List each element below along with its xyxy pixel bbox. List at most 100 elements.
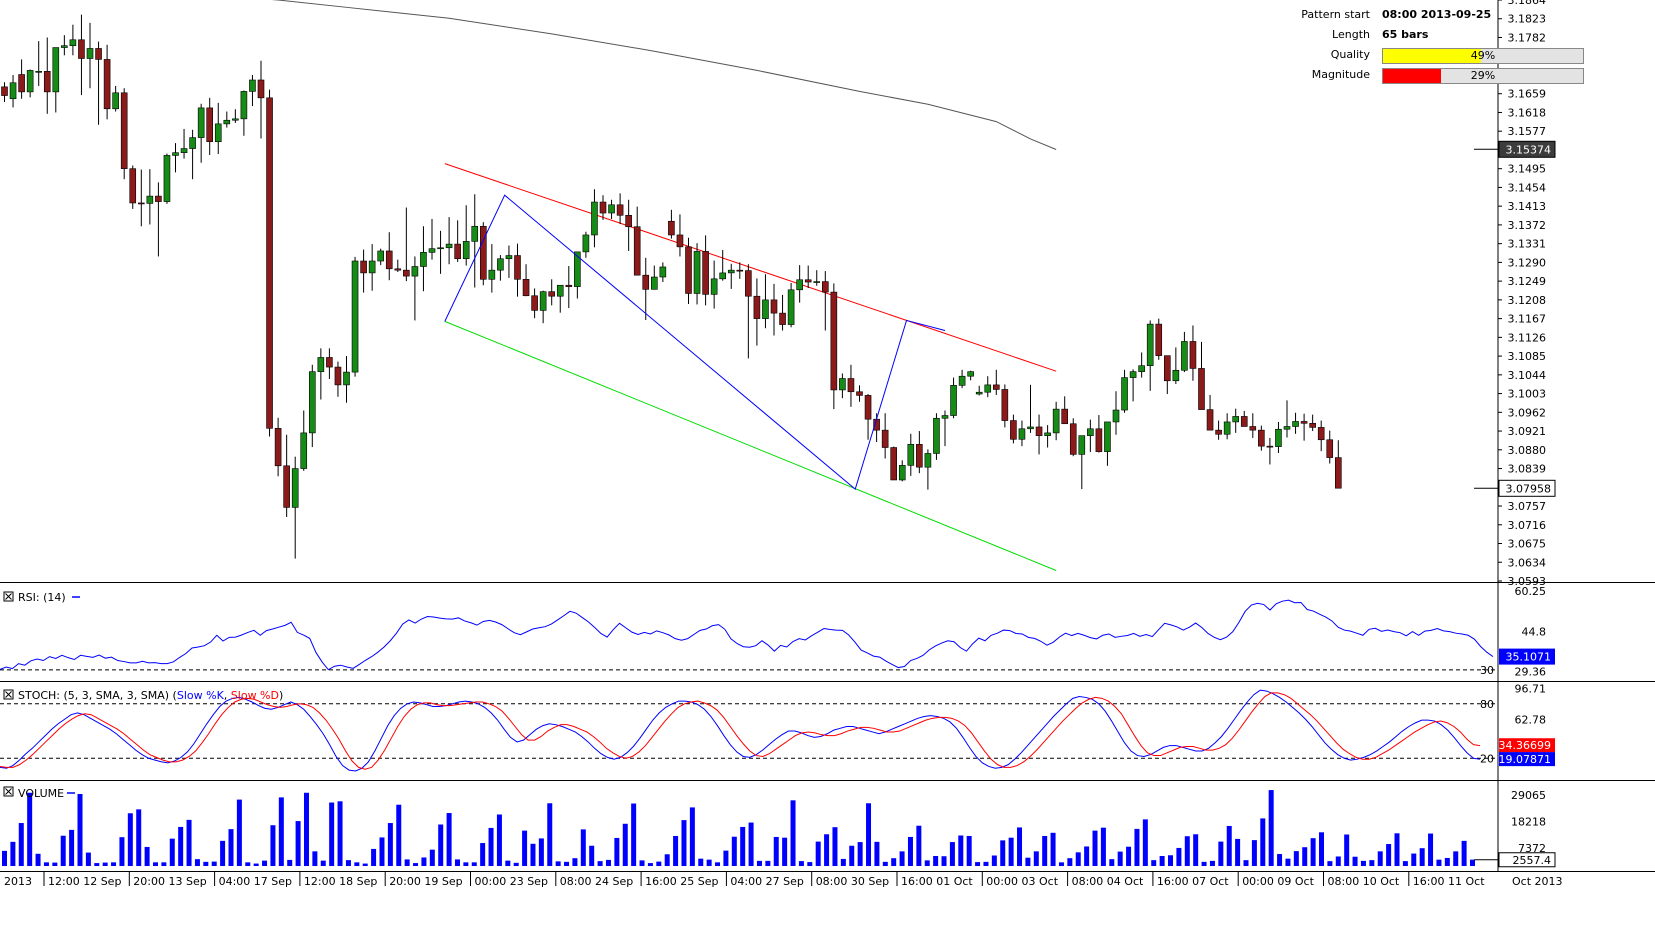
volume-bar: [1402, 861, 1408, 866]
volume-bar: [673, 835, 679, 866]
price-tick-label-15: 3.1249: [1508, 275, 1547, 288]
volume-bar: [396, 804, 402, 866]
candle-body: [445, 243, 453, 249]
candle-body: [1181, 341, 1188, 371]
volume-bar: [1209, 860, 1215, 866]
candle-body: [1001, 389, 1009, 421]
candle: [197, 103, 205, 163]
volume-bar: [303, 792, 309, 866]
candle: [1010, 414, 1017, 444]
candle: [240, 90, 248, 136]
candle-body: [189, 137, 196, 149]
candle-body: [633, 226, 641, 276]
candle: [984, 376, 992, 398]
volume-bar: [178, 826, 184, 866]
rsi-tick-label-1: 44.8: [1522, 625, 1547, 638]
candle-body: [1095, 428, 1103, 452]
volume-bars: [2, 790, 1475, 866]
candle: [804, 265, 812, 288]
volume-bar: [1184, 836, 1190, 866]
candle-body: [223, 119, 231, 125]
candle-body: [762, 299, 769, 319]
candle-body: [52, 47, 60, 93]
volume-bar: [446, 813, 452, 866]
candle-body: [479, 225, 487, 280]
volume-bar: [631, 803, 637, 866]
volume-bar: [1352, 856, 1358, 866]
candle: [274, 417, 282, 477]
candle-body: [1129, 371, 1137, 378]
volume-bar: [1444, 857, 1450, 866]
volume-bar: [228, 829, 234, 866]
volume-bar: [1268, 790, 1274, 866]
volume-bar: [1436, 859, 1442, 866]
volume-bar: [1243, 860, 1249, 866]
candle: [1206, 394, 1214, 431]
price-tick-label-29: 3.0675: [1508, 538, 1547, 551]
price-tick-label-12: 3.1372: [1508, 219, 1547, 232]
stoch-close-cross: [5, 691, 12, 698]
candle-body: [702, 251, 709, 295]
volume-bar: [43, 862, 49, 866]
volume-bar: [270, 825, 276, 866]
candle-body: [693, 251, 701, 294]
volume-bar: [1025, 857, 1031, 866]
volume-bar: [958, 835, 964, 866]
volume-bar: [824, 834, 830, 866]
candle-body: [950, 385, 957, 416]
candle-body: [779, 312, 786, 325]
stoch-tick-label-1: 62.78: [1515, 713, 1547, 726]
volume-bar: [186, 819, 192, 866]
candle: [839, 373, 846, 399]
volume-close-cross: [5, 788, 12, 795]
volume-bar: [287, 859, 293, 866]
candle: [1326, 430, 1334, 464]
candle-body: [283, 465, 290, 508]
candle: [445, 217, 453, 265]
candle-body: [1078, 435, 1086, 455]
candle-body: [1266, 445, 1274, 448]
candle: [1275, 421, 1282, 454]
volume-bar: [312, 851, 318, 866]
candle-body: [821, 281, 829, 293]
candle-body: [326, 357, 333, 368]
candle-body: [488, 269, 496, 280]
candle: [368, 244, 376, 291]
candle-body: [249, 79, 256, 92]
volume-bar: [1000, 840, 1006, 866]
candle: [967, 370, 974, 381]
candle: [1052, 401, 1060, 441]
candle: [95, 41, 102, 125]
volume-bar: [69, 829, 75, 866]
candle-body: [368, 260, 376, 274]
volume-bar: [656, 861, 662, 866]
ma-price-label-box: [1498, 140, 1556, 158]
candle-body: [214, 123, 222, 143]
candle-body: [650, 276, 658, 290]
time-tick-label-6: 00:00 23 Sep: [475, 875, 548, 888]
length-label: Length: [1332, 28, 1370, 41]
candle-body: [1206, 409, 1214, 431]
volume-bar: [1394, 833, 1400, 866]
candle: [599, 195, 607, 220]
price-tick-label-23: 3.0921: [1508, 425, 1547, 438]
volume-bar: [27, 792, 33, 866]
candle: [1138, 352, 1145, 378]
candle: [26, 69, 34, 98]
candle: [659, 262, 667, 283]
candle: [668, 209, 675, 239]
candle-body: [1018, 428, 1026, 440]
volume-bar: [1369, 860, 1375, 866]
candle: [377, 248, 385, 266]
volume-bar: [102, 862, 108, 866]
volume-bar: [647, 863, 653, 866]
volume-bar: [773, 836, 779, 866]
volume-bar: [840, 858, 846, 866]
candle: [497, 255, 504, 281]
rsi-current-box: [1499, 648, 1555, 665]
candle: [180, 128, 188, 159]
candle-body: [172, 152, 179, 156]
candle: [189, 129, 196, 180]
volume-bar: [874, 841, 880, 866]
